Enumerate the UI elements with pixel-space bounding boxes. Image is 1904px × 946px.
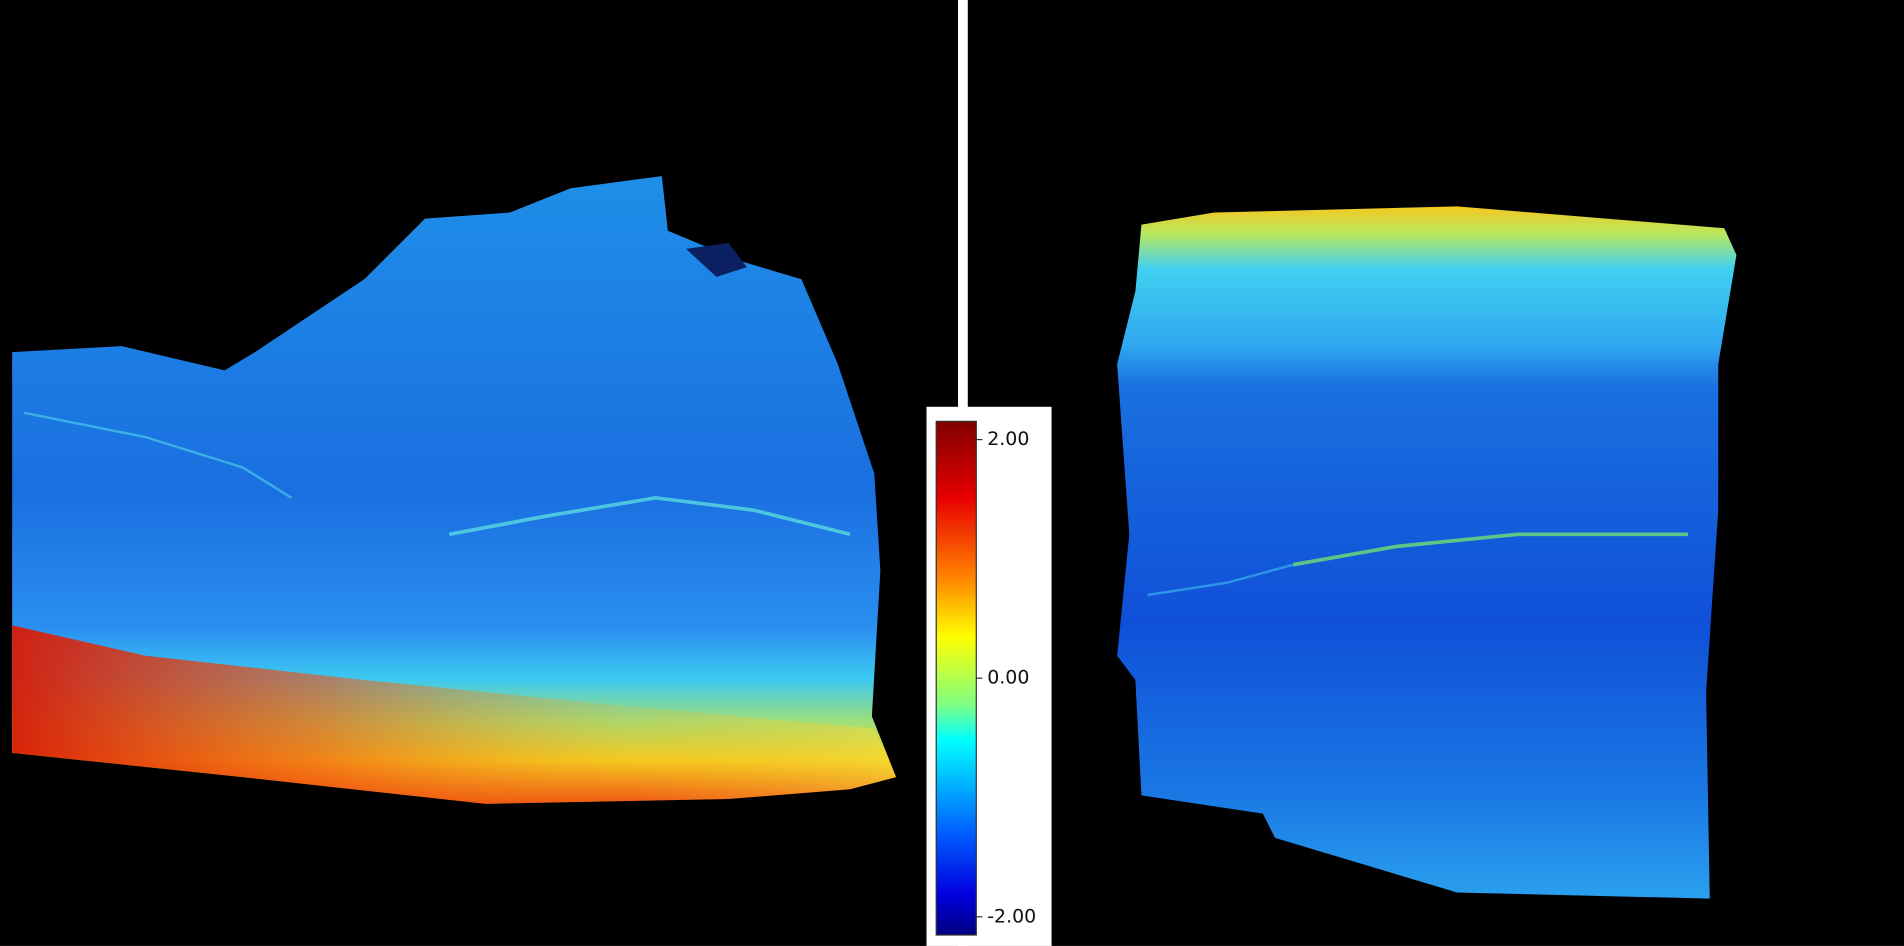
crack <box>448 496 851 537</box>
crack <box>1292 532 1688 567</box>
scan-surface <box>1117 206 1737 899</box>
colorbar <box>935 420 977 936</box>
scan-hot-band <box>12 625 897 804</box>
left-scan <box>12 176 897 804</box>
scan-surface <box>12 176 897 804</box>
right-scan <box>1117 206 1737 899</box>
crack <box>1147 563 1294 597</box>
crack <box>24 411 293 499</box>
dark-patch <box>686 242 747 277</box>
colorbar-tick-label: -2.00 <box>987 905 1036 927</box>
colorbar-tick-label: 0.00 <box>987 667 1029 689</box>
colorbar-tick-label: 2.00 <box>987 428 1029 450</box>
